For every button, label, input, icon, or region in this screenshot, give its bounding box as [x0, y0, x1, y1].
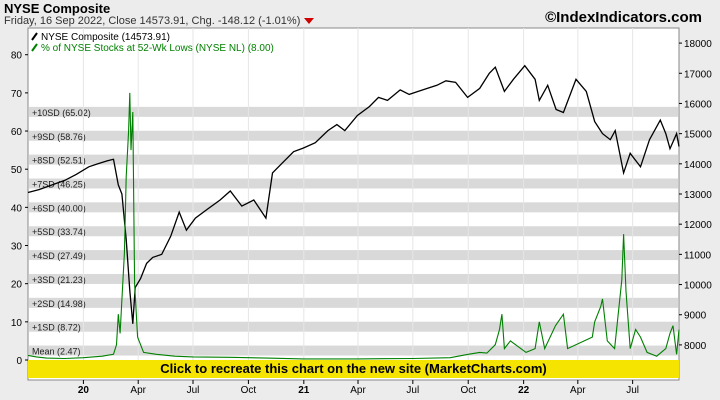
- x-tick-label: Jul: [626, 385, 639, 396]
- y-right-tick-label: 16000: [684, 99, 712, 110]
- pct-52wk-lows-line: [27, 92, 680, 360]
- x-tick-label: 22: [518, 385, 530, 396]
- y-right-tick-label: 17000: [684, 69, 712, 80]
- series-layer: [27, 64, 680, 360]
- band-7: [29, 178, 678, 189]
- x-tick-label: 20: [78, 385, 90, 396]
- legend-swatch: [31, 32, 38, 41]
- nyse-composite-line: [27, 64, 680, 324]
- y-left-tick-label: 50: [11, 165, 23, 176]
- y-right-tick-label: 10000: [684, 281, 712, 292]
- band-label: +5SD (33.74): [32, 227, 86, 237]
- legend-label: % of NYSE Stocks at 52-Wk Lows (NYSE NL)…: [41, 43, 274, 54]
- band-0: [29, 345, 678, 356]
- axes: 0 10 20 30 40 50 60 70 80 8000 9000 10000 11000 12000…: [11, 39, 712, 396]
- y-left-tick-label: 0: [16, 356, 22, 367]
- band-6: [29, 202, 678, 213]
- y-right-tick-label: 18000: [684, 39, 712, 50]
- y-left-tick-label: 70: [11, 89, 23, 100]
- y-left-tick-label: 60: [11, 127, 23, 138]
- band-label: +9SD (58.76): [32, 132, 86, 142]
- band-label: +3SD (21.23): [32, 275, 86, 285]
- band-label: +1SD (8.72): [32, 323, 81, 333]
- x-tick-label: Apr: [130, 385, 146, 396]
- legend-label: NYSE Composite (14573.91): [41, 32, 170, 43]
- y-right-tick-label: 13000: [684, 190, 712, 201]
- x-tick-label: Jul: [406, 385, 419, 396]
- down-arrow-icon: [304, 18, 315, 25]
- band-5: [29, 226, 678, 237]
- recreate-chart-link[interactable]: Click to recreate this chart on the new …: [28, 360, 679, 378]
- band-9: [29, 130, 678, 141]
- x-tick-label: Jul: [187, 385, 200, 396]
- band-4: [29, 250, 678, 261]
- band-label: +8SD (52.51): [32, 156, 86, 166]
- sd-bands: Mean (2.47) +1SD (8.72) +2SD (14.98) +3SD (…: [29, 106, 678, 357]
- y-left-tick-label: 10: [11, 318, 23, 329]
- y-right-tick-label: 12000: [684, 220, 712, 231]
- band-label: +7SD (46.25): [32, 180, 86, 190]
- band-10: [29, 106, 678, 117]
- y-right-tick-label: 15000: [684, 130, 712, 141]
- y-left-tick-label: 20: [11, 280, 23, 291]
- legend-swatch: [31, 43, 38, 52]
- y-right-tick-label: 8000: [684, 341, 707, 352]
- y-right-tick-label: 11000: [684, 250, 712, 261]
- band-label: Mean (2.47): [32, 347, 81, 357]
- band-3: [29, 273, 678, 284]
- y-right-tick-label: 9000: [684, 311, 707, 322]
- x-tick-label: Apr: [570, 385, 586, 396]
- x-tick-label: Oct: [241, 385, 257, 396]
- y-right-tick-label: 14000: [684, 160, 712, 171]
- x-tick-label: 21: [298, 385, 310, 396]
- y-left-tick-label: 30: [11, 242, 23, 253]
- y-left-tick-label: 40: [11, 203, 23, 214]
- brand-watermark: ©IndexIndicators.com: [545, 9, 702, 26]
- legend: NYSE Composite (14573.91)% of NYSE Stock…: [31, 32, 274, 54]
- grid: [82, 28, 634, 360]
- band-label: +10SD (65.02): [32, 108, 91, 118]
- band-1: [29, 321, 678, 332]
- y-left-tick-label: 80: [11, 51, 23, 62]
- subtitle-text: Friday, 16 Sep 2022, Close 14573.91, Chg…: [4, 15, 301, 27]
- band-8: [29, 154, 678, 165]
- band-2: [29, 297, 678, 308]
- x-tick-label: Oct: [460, 385, 476, 396]
- x-tick-label: Apr: [350, 385, 366, 396]
- band-label: +4SD (27.49): [32, 251, 86, 261]
- band-label: +2SD (14.98): [32, 299, 86, 309]
- chart-subtitle: Friday, 16 Sep 2022, Close 14573.91, Chg…: [4, 15, 315, 27]
- band-label: +6SD (40.00): [32, 203, 86, 213]
- chart-title: NYSE Composite: [4, 1, 111, 16]
